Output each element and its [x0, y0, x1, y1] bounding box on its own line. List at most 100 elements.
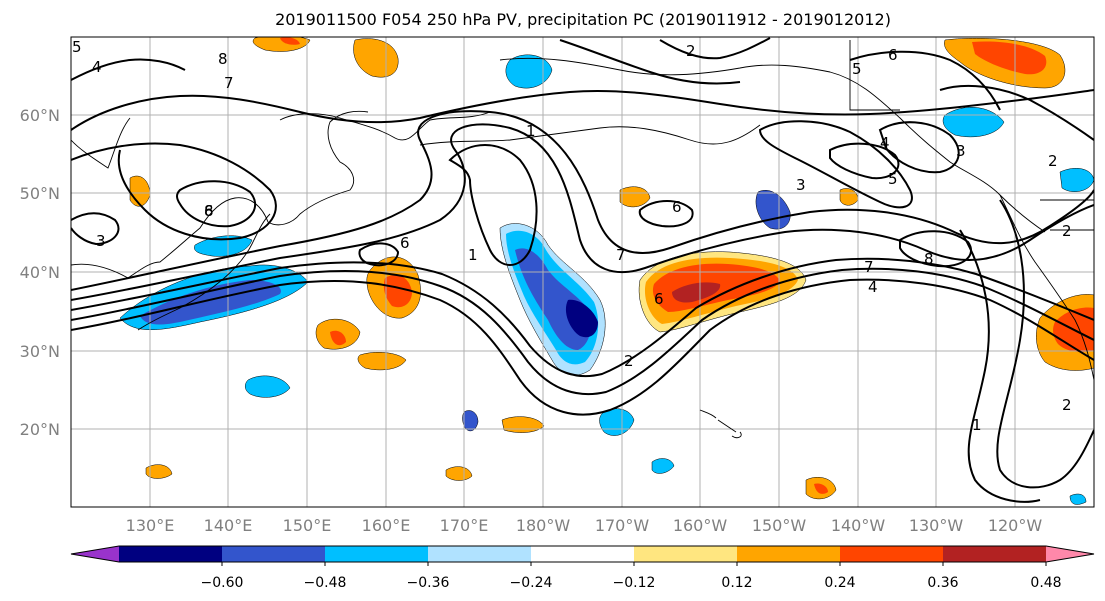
lat-label: 40°N	[20, 263, 60, 282]
pv-contour-label: 5	[72, 38, 82, 56]
pv-contour	[899, 230, 972, 268]
lon-label: 120°W	[988, 516, 1043, 535]
lon-label: 140°E	[204, 516, 253, 535]
pv-contour	[829, 142, 900, 180]
colorbar-tick-label: 0.48	[1030, 575, 1061, 591]
pv-contour-label: 8	[218, 50, 228, 68]
lon-label: 180°W	[516, 516, 571, 535]
colorbar-segment	[737, 546, 841, 562]
precip-positive-area	[619, 186, 651, 208]
pv-contour-label: 6	[204, 202, 214, 220]
lon-label: 160°W	[673, 516, 728, 535]
colorbar-segment	[119, 546, 223, 562]
latitude-labels: 60°N 50°N 40°N 30°N 20°N	[20, 106, 60, 439]
pv-contour-label: 1	[468, 246, 478, 264]
coastline-alaska	[499, 57, 1046, 233]
precip-negative-area	[565, 299, 598, 338]
pv-contour-label: 5	[852, 60, 862, 78]
precip-positive-area	[383, 274, 412, 308]
colorbar-segment	[943, 546, 1047, 562]
pv-contour	[659, 37, 771, 60]
lon-label: 140°W	[831, 516, 886, 535]
colorbar-tick-label: 0.12	[721, 575, 752, 591]
colorbar-segment	[222, 546, 326, 562]
coastline-hawaii	[699, 409, 742, 439]
colorbar-ticks: −0.60 −0.48 −0.36 −0.24 −0.12 0.12 0.24 0.36 0.4…	[201, 562, 1062, 591]
precip-positive-area	[814, 483, 828, 494]
pv-contour	[758, 120, 913, 209]
colorbar-tick-label: −0.48	[304, 575, 347, 591]
pv-contour	[71, 212, 120, 246]
coastlines	[71, 40, 1094, 439]
pv-contour	[71, 123, 1094, 301]
pv-contour-label: 2	[686, 42, 696, 60]
pv-contour-label: 1	[526, 122, 536, 140]
precip-negative-area	[194, 235, 253, 257]
longitude-labels: 130°E 140°E 150°E 160°E 170°E 180°W 170°…	[126, 516, 1043, 535]
colorbar-segment	[840, 546, 944, 562]
lat-label: 50°N	[20, 184, 60, 203]
lon-label: 150°W	[752, 516, 807, 535]
pv-contour-label: 2	[1062, 222, 1072, 240]
pv-contour-label: 6	[888, 46, 898, 64]
pv-contour	[849, 50, 1001, 111]
pv-contour	[71, 278, 1094, 416]
lat-label: 30°N	[20, 342, 60, 361]
colorbar-segment	[531, 546, 635, 562]
pv-contour-label: 8	[204, 202, 214, 220]
colorbar: −0.60 −0.48 −0.36 −0.24 −0.12 0.12 0.24 0.36 0.4…	[70, 545, 1095, 591]
pv-contour-label: 6	[672, 198, 682, 216]
colorbar-extend-min	[71, 546, 119, 562]
map-panel: 8 7 6 4 3 5 8 6 1 2 7 6 8 7 4 6 2 1 2 5	[20, 36, 1095, 535]
pv-contour-label: 3	[796, 176, 806, 194]
precip-negative-area	[462, 410, 479, 432]
coastline-aleutians	[419, 124, 761, 146]
pv-contour	[71, 257, 1094, 378]
pv-contour-label: 8	[924, 250, 934, 268]
pv-contour-label: 6	[654, 290, 664, 308]
pv-contour	[638, 200, 694, 228]
precip-negative-area	[651, 458, 675, 474]
pv-contour-label: 3	[956, 142, 966, 160]
pv-contour-label: 5	[888, 170, 898, 188]
pv-contour-label: 6	[400, 234, 410, 252]
pv-contours	[71, 37, 1094, 503]
coastline-kamchatka	[279, 111, 491, 141]
pv-contour	[878, 121, 960, 174]
precip-negative-area	[505, 54, 553, 89]
lat-label: 20°N	[20, 420, 60, 439]
colorbar-tick-label: −0.12	[613, 575, 656, 591]
pv-contour	[939, 84, 1094, 141]
pv-contour	[71, 58, 186, 81]
pv-contour-label: 4	[880, 134, 890, 152]
pv-contour	[996, 199, 1094, 489]
pv-contour-labels: 8 7 6 4 3 5 8 6 1 2 7 6 8 7 4 6 2 1 2 5	[72, 38, 1072, 434]
pv-contour	[176, 180, 257, 228]
colorbar-tick-label: −0.24	[510, 575, 553, 591]
pv-contour	[559, 39, 741, 85]
colorbar-tick-label: 0.24	[824, 575, 855, 591]
colorbar-extend-max	[1046, 546, 1094, 562]
precip-positive-area	[445, 466, 473, 481]
precip-positive-area	[672, 282, 721, 303]
pv-contour	[959, 229, 1041, 503]
colorbar-segment	[325, 546, 429, 562]
pv-contour	[71, 110, 1094, 291]
pv-contour	[71, 267, 1094, 396]
pv-contour-label: 7	[864, 258, 874, 276]
pv-contour	[71, 142, 277, 241]
pv-contour-label: 7	[616, 246, 626, 264]
pv-contour-label: 4	[868, 278, 878, 296]
lat-label: 60°N	[20, 106, 60, 125]
colorbar-tick-label: −0.36	[407, 575, 450, 591]
colorbar-tick-label: −0.60	[201, 575, 244, 591]
lon-label: 130°E	[126, 516, 175, 535]
pv-contour-label: 3	[96, 232, 106, 250]
pv-contour-label: 1	[972, 416, 982, 434]
coastline-north-america	[849, 40, 1094, 381]
pv-contour-label: 7	[224, 74, 234, 92]
lon-label: 170°E	[440, 516, 489, 535]
colorbar-segments	[71, 546, 1094, 562]
precip-positive-area	[145, 464, 173, 479]
